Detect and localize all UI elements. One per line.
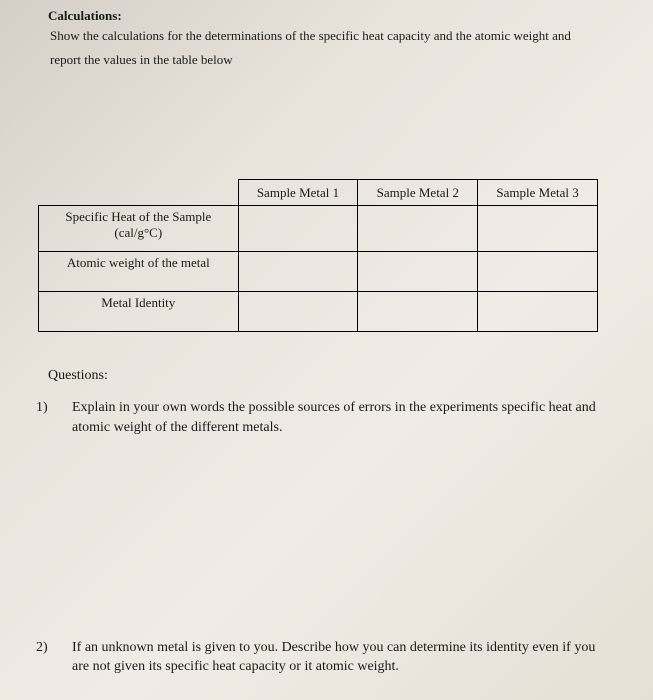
question-1: 1)Explain in your own words the possible… [72,398,623,437]
table-cell [358,292,478,332]
row-header-atomic-weight: Atomic weight of the metal [39,252,239,292]
worksheet-page: Calculations: Show the calculations for … [0,0,653,697]
questions-heading: Questions: [48,368,623,384]
calculations-heading: Calculations: [48,8,623,24]
table-cell [238,252,358,292]
table-row: Atomic weight of the metal [39,252,598,292]
question-number: 2) [54,638,72,658]
data-table: Sample Metal 1 Sample Metal 2 Sample Met… [38,179,598,332]
table-cell [238,206,358,252]
instruction-line-1: Show the calculations for the determinat… [48,27,623,45]
table-empty-corner [39,180,239,206]
col-header-1: Sample Metal 1 [238,180,358,206]
table-cell [238,292,358,332]
table-cell [478,206,598,252]
row-header-line1: Specific Heat of the Sample [65,209,211,224]
col-header-2: Sample Metal 2 [358,180,478,206]
row-header-line2: (cal/g°C) [114,225,162,240]
col-header-3: Sample Metal 3 [478,180,598,206]
row-header-line1: Atomic weight of the metal [67,255,210,270]
table-cell [478,252,598,292]
table-cell [358,206,478,252]
row-header-metal-identity: Metal Identity [39,292,239,332]
table-row: Metal Identity [39,292,598,332]
table-header-row: Sample Metal 1 Sample Metal 2 Sample Met… [39,180,598,206]
table-cell [358,252,478,292]
question-text: Explain in your own words the possible s… [72,400,596,435]
row-header-specific-heat: Specific Heat of the Sample (cal/g°C) [39,206,239,252]
table-row: Specific Heat of the Sample (cal/g°C) [39,206,598,252]
data-table-wrap: Sample Metal 1 Sample Metal 2 Sample Met… [38,179,623,332]
question-text: If an unknown metal is given to you. Des… [72,640,595,675]
question-number: 1) [54,398,72,418]
instruction-line-2: report the values in the table below [48,51,623,69]
question-2: 2)If an unknown metal is given to you. D… [72,638,623,677]
row-header-line1: Metal Identity [101,295,175,310]
table-cell [478,292,598,332]
